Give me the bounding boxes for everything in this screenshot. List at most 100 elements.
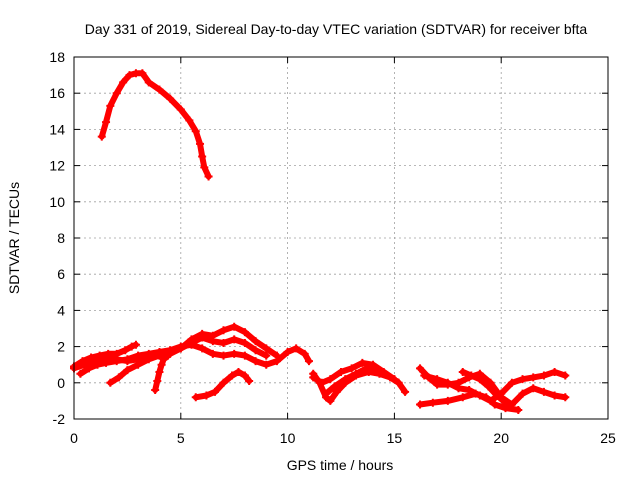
- data-point: [191, 393, 200, 402]
- data-point: [119, 78, 128, 87]
- data-point: [486, 396, 495, 405]
- data-point: [492, 391, 501, 400]
- x-axis-title: GPS time / hours: [287, 457, 394, 473]
- series-arc-f: [191, 367, 254, 402]
- data-point: [157, 360, 166, 369]
- x-tick-label: 10: [280, 430, 296, 446]
- data-point: [230, 335, 239, 344]
- data-point: [292, 344, 301, 353]
- data-point: [326, 375, 335, 384]
- y-tick-label: -2: [53, 411, 66, 427]
- x-tick-label: 5: [177, 430, 185, 446]
- data-point: [475, 391, 484, 400]
- data-point: [112, 355, 121, 364]
- y-tick-label: 8: [57, 230, 65, 246]
- data-point: [106, 378, 115, 387]
- data-point: [428, 398, 437, 407]
- data-point: [401, 387, 410, 396]
- data-point: [379, 367, 388, 376]
- data-point: [234, 367, 243, 376]
- data-point: [501, 398, 510, 407]
- y-tick-label: 6: [57, 266, 65, 282]
- data-point: [204, 172, 213, 181]
- data-point: [561, 393, 570, 402]
- series-arc-m: [458, 367, 516, 409]
- data-point: [358, 358, 367, 367]
- data-point: [121, 346, 130, 355]
- data-point: [458, 393, 467, 402]
- data-point: [228, 371, 237, 380]
- data-point: [539, 387, 548, 396]
- series-arc-a: [70, 340, 140, 371]
- data-point: [283, 348, 292, 357]
- y-tick-label: 18: [49, 49, 65, 65]
- data-point: [251, 357, 260, 366]
- data-point: [123, 357, 132, 366]
- data-point: [106, 101, 115, 110]
- data-point: [416, 400, 425, 409]
- data-point: [219, 378, 228, 387]
- data-point: [245, 376, 254, 385]
- data-point: [134, 360, 143, 369]
- data-point: [369, 360, 378, 369]
- data-point: [529, 373, 538, 382]
- data-point: [176, 344, 185, 353]
- data-point: [125, 71, 134, 80]
- data-point: [465, 386, 474, 395]
- data-point: [262, 344, 271, 353]
- data-point: [97, 132, 106, 141]
- data-point: [347, 364, 356, 373]
- data-point: [240, 351, 249, 360]
- data-point: [219, 351, 228, 360]
- data-point: [539, 371, 548, 380]
- data-point: [550, 391, 559, 400]
- data-point: [240, 328, 249, 337]
- data-point: [341, 375, 350, 384]
- data-point: [251, 337, 260, 346]
- series-arc-high: [97, 69, 213, 181]
- data-point: [518, 389, 527, 398]
- data-point: [208, 337, 217, 346]
- data-point: [151, 386, 160, 395]
- data-point: [155, 351, 164, 360]
- data-point: [561, 371, 570, 380]
- series-line: [98, 70, 212, 180]
- axis-ticks: [73, 56, 609, 420]
- data-point: [394, 378, 403, 387]
- data-point: [529, 384, 538, 393]
- data-point: [91, 357, 100, 366]
- data-point: [102, 118, 111, 127]
- data-point: [185, 116, 194, 125]
- data-point: [300, 349, 309, 358]
- data-point: [332, 387, 341, 396]
- data-point: [309, 373, 318, 382]
- y-tick-label: 14: [49, 121, 65, 137]
- data-point: [80, 360, 89, 369]
- series-line: [107, 334, 270, 386]
- data-point: [230, 349, 239, 358]
- data-point: [112, 89, 121, 98]
- series-arc-h: [309, 358, 399, 387]
- data-point: [454, 384, 463, 393]
- x-tick-label: 15: [387, 430, 403, 446]
- data-point: [326, 396, 335, 405]
- data-point: [475, 375, 484, 384]
- chart-title: Day 331 of 2019, Sidereal Day-to-day VTE…: [85, 21, 588, 37]
- data-point: [127, 342, 136, 351]
- data-point: [362, 364, 371, 373]
- data-point: [155, 85, 164, 94]
- data-point: [337, 367, 345, 376]
- data-point: [176, 105, 185, 114]
- data-point: [416, 364, 425, 373]
- y-tick-label: 2: [57, 339, 65, 355]
- data-point: [187, 338, 196, 347]
- data-point: [443, 378, 452, 387]
- data-point: [467, 371, 476, 380]
- data-point: [371, 367, 380, 376]
- data-point: [490, 400, 499, 409]
- grid-lines: [74, 57, 608, 419]
- data-point: [102, 355, 111, 364]
- y-tick-label: 4: [57, 302, 65, 318]
- data-point: [144, 78, 153, 87]
- data-point: [420, 371, 429, 380]
